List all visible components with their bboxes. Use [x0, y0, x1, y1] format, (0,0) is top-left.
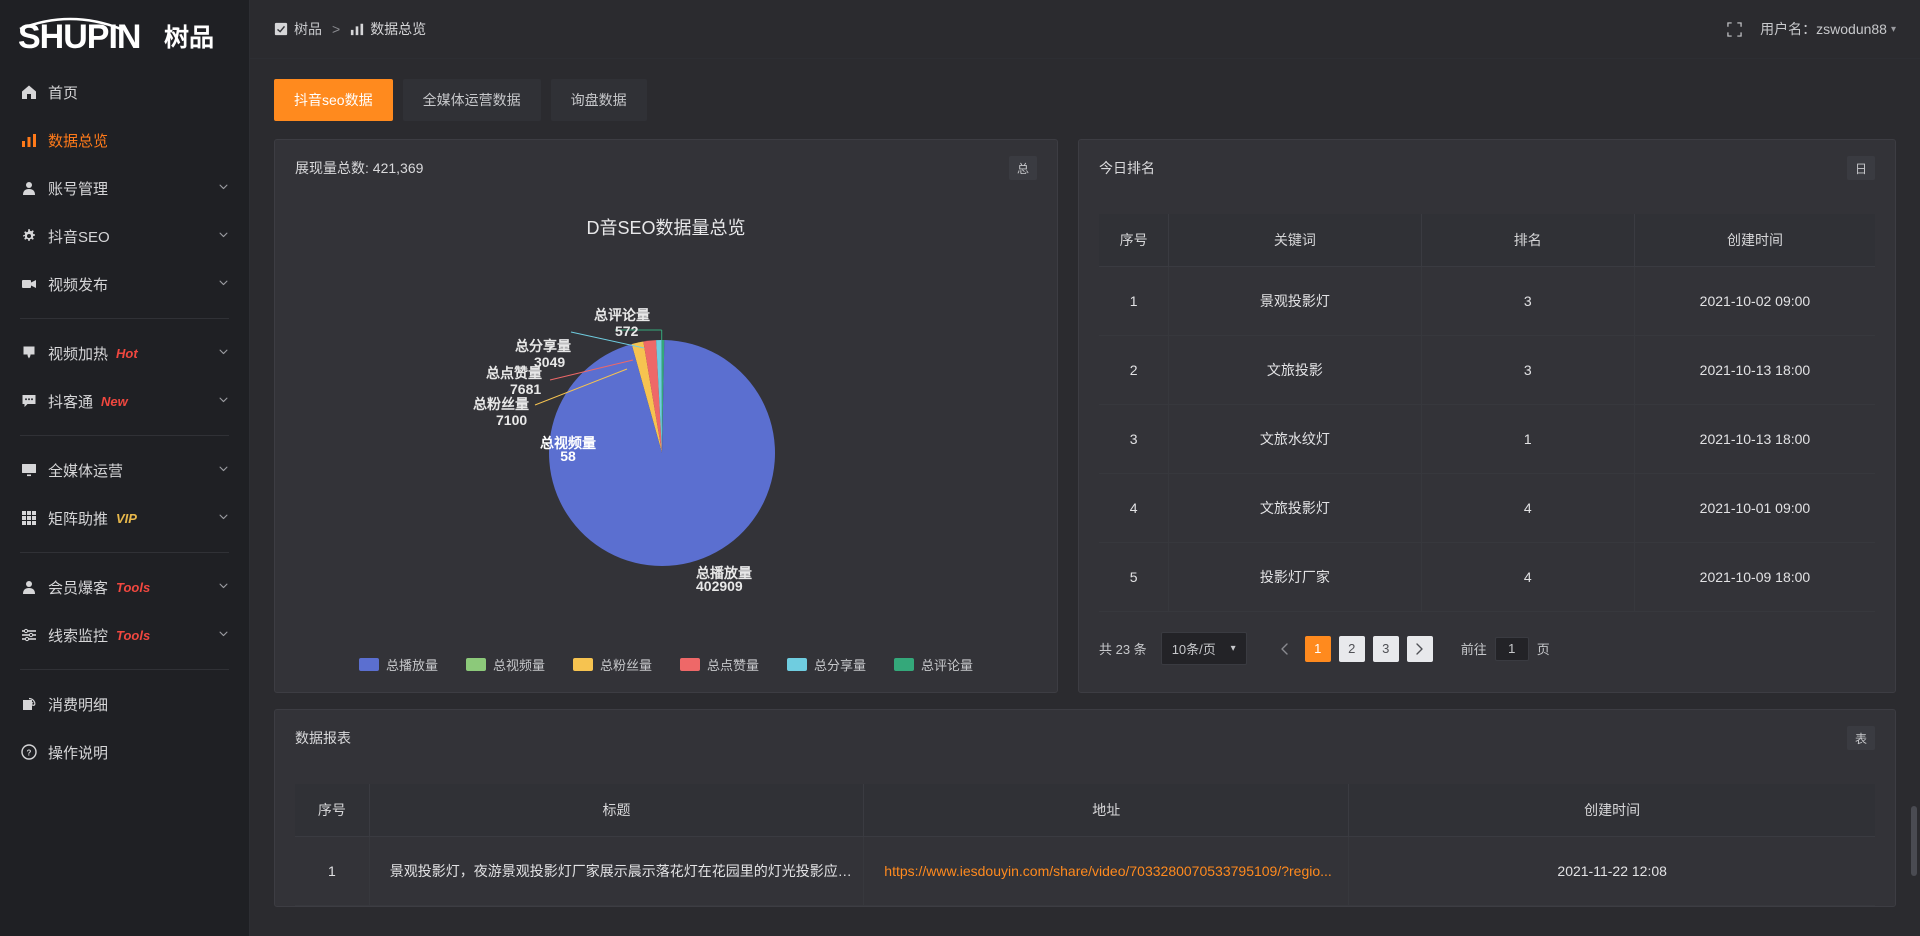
svg-text:总点赞量: 总点赞量: [486, 365, 542, 381]
svg-text:总分享量: 总分享量: [515, 338, 571, 354]
svg-text:58: 58: [560, 448, 576, 464]
svg-text:总评论量: 总评论量: [594, 307, 650, 323]
svg-text:总粉丝量: 总粉丝量: [473, 396, 529, 412]
svg-text:572: 572: [615, 323, 639, 339]
svg-text:SHUPIN: SHUPIN: [18, 18, 140, 52]
svg-text:7100: 7100: [496, 412, 527, 428]
svg-text:?: ?: [26, 749, 31, 758]
svg-text:402909: 402909: [696, 578, 743, 594]
svg-text:7681: 7681: [510, 381, 541, 397]
svg-text:树品: 树品: [164, 24, 214, 52]
